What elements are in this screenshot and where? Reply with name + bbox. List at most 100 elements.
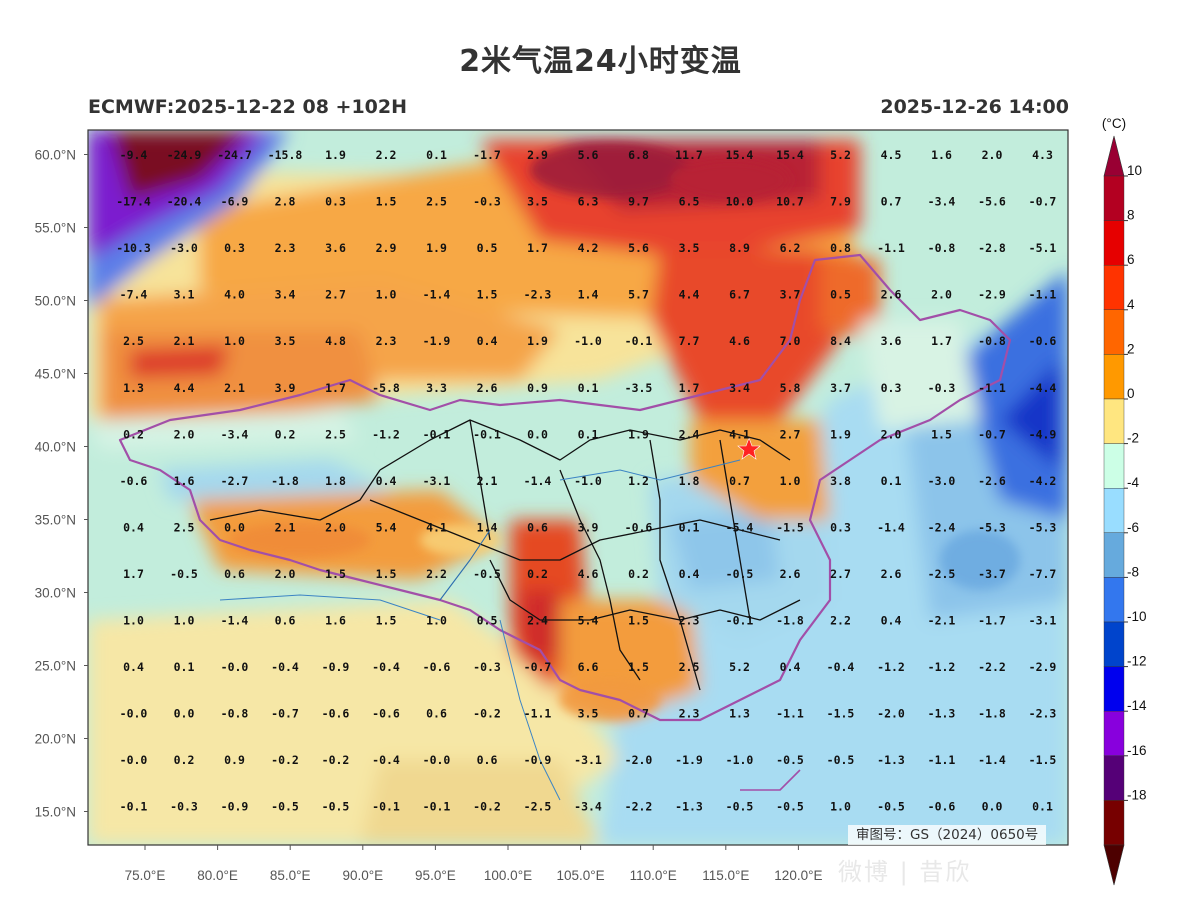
grid-value: 1.7 xyxy=(527,241,548,255)
grid-value: -4.2 xyxy=(1029,474,1057,488)
grid-value: 0.1 xyxy=(174,660,195,674)
lon-label: 110.0°E xyxy=(630,868,677,883)
grid-value: -3.4 xyxy=(928,195,956,209)
grid-value: 4.4 xyxy=(174,381,195,395)
grid-value: 3.9 xyxy=(275,381,296,395)
lat-label: 40.0°N xyxy=(35,440,76,455)
grid-value: 0.4 xyxy=(679,567,700,581)
grid-value: 0.2 xyxy=(123,427,144,441)
grid-value: -2.8 xyxy=(978,241,1006,255)
grid-value: 0.4 xyxy=(123,520,144,534)
lat-label: 30.0°N xyxy=(35,586,76,601)
grid-value: -3.5 xyxy=(625,381,653,395)
grid-value: 10.0 xyxy=(726,195,754,209)
grid-value: 0.4 xyxy=(376,474,397,488)
grid-value: 2.7 xyxy=(780,427,801,441)
grid-value: 0.0 xyxy=(224,520,245,534)
grid-value: 1.4 xyxy=(578,288,599,302)
grid-value: -5.8 xyxy=(372,381,400,395)
review-number-label: 审图号：GS（2024）0650号 xyxy=(848,825,1047,845)
grid-value: -0.6 xyxy=(372,707,400,721)
grid-value: 0.1 xyxy=(881,474,902,488)
grid-value: -5.0 xyxy=(1079,241,1107,255)
grid-value: -3.1 xyxy=(423,474,451,488)
grid-value: -2.1 xyxy=(928,614,956,628)
grid-value: -0.5 xyxy=(726,800,754,814)
grid-value: -0.6 xyxy=(625,520,653,534)
grid-value: -7.9 xyxy=(1079,474,1107,488)
grid-value: 2.7 xyxy=(325,288,346,302)
grid-value: -0.6 xyxy=(1029,334,1057,348)
grid-value: -1.7 xyxy=(473,148,501,162)
valid-time-label: 2025-12-26 14:00 xyxy=(880,96,1069,118)
grid-value: -0.9 xyxy=(221,800,249,814)
grid-value: 0.3 xyxy=(325,195,346,209)
grid-value: 1.9 xyxy=(426,241,447,255)
grid-value: 0 xyxy=(80,707,87,721)
grid-value: -24.9 xyxy=(167,148,202,162)
grid-value: -1.7 xyxy=(978,614,1006,628)
colorbar-tick-label: -2 xyxy=(1127,431,1139,446)
grid-value: 2.1 xyxy=(477,474,498,488)
grid-value: 0.2 xyxy=(174,753,195,767)
grid-value: 7.7 xyxy=(679,334,700,348)
grid-value: 1.3 xyxy=(123,381,144,395)
grid-value: -1.5 xyxy=(827,707,855,721)
grid-value: -5.6 xyxy=(978,195,1006,209)
grid-value: 1.6 xyxy=(325,614,346,628)
colorbar-segment xyxy=(1103,532,1125,578)
grid-value: 1.0 xyxy=(426,614,447,628)
grid-value: 1.0 xyxy=(123,614,144,628)
grid-value: 15.4 xyxy=(776,148,804,162)
grid-value: -0.4 xyxy=(372,753,400,767)
grid-value: 3.5 xyxy=(527,195,548,209)
lon-label: 95.0°E xyxy=(415,868,456,883)
grid-value: 1.6 xyxy=(174,474,195,488)
temperature-field: 9 -9.4 -24.9 -24.7 -15.8 1.9 2.2 0.1 -1.7 2.9 5.6 6… xyxy=(80,130,1107,845)
grid-value: 0.0 xyxy=(174,707,195,721)
colorbar-tick-label: -16 xyxy=(1127,743,1147,758)
grid-value: -5.4 xyxy=(726,520,754,534)
grid-value: -0.5 xyxy=(776,800,804,814)
colorbar-segment xyxy=(1103,398,1125,444)
grid-value: -5.3 xyxy=(978,520,1006,534)
grid-value: 2.6 xyxy=(881,288,902,302)
grid-value: -1.5 xyxy=(776,520,804,534)
grid-value: 3.4 xyxy=(729,381,750,395)
grid-value: -7.1 xyxy=(1079,427,1107,441)
grid-value: 9 xyxy=(80,241,87,255)
grid-value: -0.0 xyxy=(120,753,148,767)
grid-value: 2.3 xyxy=(275,241,296,255)
grid-value: -2.2 xyxy=(1079,660,1107,674)
grid-value: -0.5 xyxy=(473,567,501,581)
grid-value: 5.6 xyxy=(628,241,649,255)
grid-value: -2.5 xyxy=(928,567,956,581)
grid-value: 0.4 xyxy=(477,334,498,348)
grid-value: -0.1 xyxy=(473,427,501,441)
grid-value: 7 xyxy=(80,195,87,209)
grid-value: -2.5 xyxy=(524,800,552,814)
grid-value: 3 xyxy=(80,334,87,348)
grid-value: 2.2 xyxy=(426,567,447,581)
grid-value: 0.0 xyxy=(527,427,548,441)
grid-value: -1.1 xyxy=(1029,288,1057,302)
grid-value: -1.1 xyxy=(978,381,1006,395)
grid-value: -0.1 xyxy=(120,800,148,814)
grid-value: -7.4 xyxy=(120,288,148,302)
grid-value: 1.5 xyxy=(628,660,649,674)
grid-value: 2.8 xyxy=(275,195,296,209)
grid-value: -2.2 xyxy=(625,800,653,814)
grid-value: -0.5 xyxy=(271,800,299,814)
grid-value: 10.7 xyxy=(776,195,804,209)
grid-value: 1.7 xyxy=(931,334,952,348)
grid-value: 4.1 xyxy=(729,427,750,441)
grid-value: 2.1 xyxy=(224,381,245,395)
grid-value: 1.0 xyxy=(830,800,851,814)
lat-label: 15.0°N xyxy=(35,805,76,820)
grid-value: -0.3 xyxy=(473,660,501,674)
grid-value: 6.7 xyxy=(729,288,750,302)
colorbar-segment xyxy=(1103,711,1125,757)
grid-value: -0.5 xyxy=(827,753,855,767)
grid-value: -2.6 xyxy=(978,474,1006,488)
grid-value: 1.7 xyxy=(325,381,346,395)
